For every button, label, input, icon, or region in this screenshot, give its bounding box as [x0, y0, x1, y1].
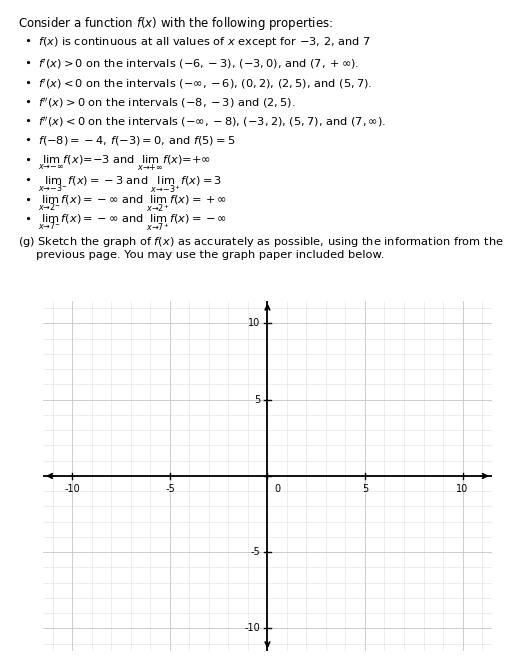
Text: $\lim_{x\to2^-}f(x) = -\infty$ and $\lim_{x\to2^+}f(x) = +\infty$: $\lim_{x\to2^-}f(x) = -\infty$ and $\lim…: [38, 194, 227, 214]
Text: $\lim_{x\to7^-}f(x) = -\infty$ and $\lim_{x\to7^+}f(x) = -\infty$: $\lim_{x\to7^-}f(x) = -\infty$ and $\lim…: [38, 212, 227, 233]
Text: $\bullet$: $\bullet$: [24, 35, 31, 45]
Text: (g) Sketch the graph of $f(x)$ as accurately as possible, using the information : (g) Sketch the graph of $f(x)$ as accura…: [18, 236, 504, 249]
Text: $\bullet$: $\bullet$: [24, 96, 31, 106]
Text: $f'(x) < 0$ on the intervals $(-\infty,-6)$, $(0,2)$, $(2,5)$, and $(5,7)$.: $f'(x) < 0$ on the intervals $(-\infty,-…: [38, 77, 372, 91]
Text: $\bullet$: $\bullet$: [24, 77, 31, 87]
Text: previous page. You may use the graph paper included below.: previous page. You may use the graph pap…: [18, 250, 384, 261]
Text: $\bullet$: $\bullet$: [24, 115, 31, 125]
Text: $\bullet$: $\bullet$: [24, 174, 31, 184]
Text: -10: -10: [245, 623, 261, 633]
Text: 5: 5: [362, 484, 368, 494]
Text: -5: -5: [165, 484, 175, 494]
Text: -10: -10: [64, 484, 80, 494]
Text: $\bullet$: $\bullet$: [24, 154, 31, 164]
Text: $\lim_{x\to-3^-}f(x) = -3$ and $\lim_{x\to-3^+}f(x) = 3$: $\lim_{x\to-3^-}f(x) = -3$ and $\lim_{x\…: [38, 174, 222, 195]
Text: $\bullet$: $\bullet$: [24, 134, 31, 144]
Text: $\bullet$: $\bullet$: [24, 57, 31, 67]
Text: $\bullet$: $\bullet$: [24, 212, 31, 222]
Text: 5: 5: [255, 395, 261, 405]
Text: $f''(x) < 0$ on the intervals $(-\infty,-8)$, $(-3,2)$, $(5,7)$, and $(7,\infty): $f''(x) < 0$ on the intervals $(-\infty,…: [38, 115, 386, 129]
Text: $f(x)$ is continuous at all values of $x$ except for $-3$, 2, and 7: $f(x)$ is continuous at all values of $x…: [38, 35, 371, 49]
Text: 10: 10: [456, 484, 468, 494]
Text: $f''(x) > 0$ on the intervals $(-8,-3)$ and $(2,5)$.: $f''(x) > 0$ on the intervals $(-8,-3)$ …: [38, 96, 296, 110]
Text: $f'(x) > 0$ on the intervals $(-6,-3)$, $(-3,0)$, and $(7,+\infty)$.: $f'(x) > 0$ on the intervals $(-6,-3)$, …: [38, 57, 359, 71]
Text: 0: 0: [274, 484, 280, 494]
Text: -5: -5: [251, 547, 261, 557]
Text: $f(-8) = -4$, $f(-3) = 0$, and $f(5) = 5$: $f(-8) = -4$, $f(-3) = 0$, and $f(5) = 5…: [38, 134, 235, 147]
Text: 10: 10: [248, 319, 261, 329]
Text: $\lim_{x\to-\infty}f(x) = -3$ and $\lim_{x\to+\infty}f(x) = +\infty$: $\lim_{x\to-\infty}f(x) = -3$ and $\lim_…: [38, 154, 211, 173]
Text: Consider a function $f(x)$ with the following properties:: Consider a function $f(x)$ with the foll…: [18, 15, 333, 32]
Text: $\bullet$: $\bullet$: [24, 194, 31, 203]
